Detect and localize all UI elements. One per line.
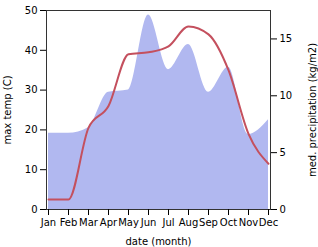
svg-text:10: 10	[25, 164, 38, 175]
svg-text:0: 0	[31, 204, 37, 215]
svg-text:Jul: Jul	[161, 217, 174, 228]
svg-text:Aug: Aug	[179, 217, 199, 228]
svg-text:May: May	[118, 217, 139, 228]
svg-text:20: 20	[25, 124, 38, 135]
svg-text:Jun: Jun	[140, 217, 157, 228]
svg-text:Mar: Mar	[79, 217, 99, 228]
svg-text:Nov: Nov	[239, 217, 259, 228]
svg-text:max temp (C): max temp (C)	[2, 75, 13, 144]
svg-text:Jan: Jan	[40, 217, 56, 228]
svg-text:date (month): date (month)	[126, 236, 192, 247]
svg-text:40: 40	[25, 45, 38, 56]
svg-text:30: 30	[25, 84, 38, 95]
svg-text:Oct: Oct	[220, 217, 237, 228]
svg-text:50: 50	[25, 5, 38, 16]
svg-text:Apr: Apr	[100, 217, 118, 228]
svg-text:5: 5	[280, 147, 286, 158]
svg-text:0: 0	[280, 204, 286, 215]
svg-text:Sep: Sep	[199, 217, 218, 228]
svg-text:Dec: Dec	[259, 217, 278, 228]
svg-text:10: 10	[280, 90, 293, 101]
svg-text:Feb: Feb	[60, 217, 78, 228]
svg-text:15: 15	[280, 33, 293, 44]
svg-text:med. precipitation (kg/m2): med. precipitation (kg/m2)	[307, 43, 318, 177]
